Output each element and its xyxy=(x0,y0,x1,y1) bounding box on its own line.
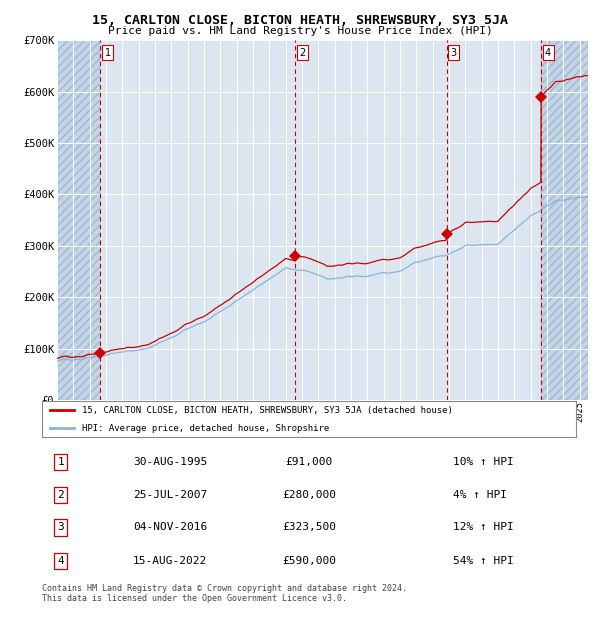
Text: 15, CARLTON CLOSE, BICTON HEATH, SHREWSBURY, SY3 5JA (detached house): 15, CARLTON CLOSE, BICTON HEATH, SHREWSB… xyxy=(82,405,453,415)
Text: 10% ↑ HPI: 10% ↑ HPI xyxy=(453,458,514,467)
Bar xyxy=(541,40,588,400)
Text: 04-NOV-2016: 04-NOV-2016 xyxy=(133,523,207,533)
Text: £323,500: £323,500 xyxy=(282,523,336,533)
Text: £91,000: £91,000 xyxy=(286,458,332,467)
Text: 3: 3 xyxy=(451,48,457,58)
Text: 12% ↑ HPI: 12% ↑ HPI xyxy=(453,523,514,533)
Text: HPI: Average price, detached house, Shropshire: HPI: Average price, detached house, Shro… xyxy=(82,423,329,433)
Text: 3: 3 xyxy=(58,523,64,533)
Text: 30-AUG-1995: 30-AUG-1995 xyxy=(133,458,207,467)
Text: 2: 2 xyxy=(58,490,64,500)
Text: 1: 1 xyxy=(58,458,64,467)
Text: 15, CARLTON CLOSE, BICTON HEATH, SHREWSBURY, SY3 5JA: 15, CARLTON CLOSE, BICTON HEATH, SHREWSB… xyxy=(92,14,508,27)
Text: Contains HM Land Registry data © Crown copyright and database right 2024.
This d: Contains HM Land Registry data © Crown c… xyxy=(42,584,407,603)
Text: Price paid vs. HM Land Registry's House Price Index (HPI): Price paid vs. HM Land Registry's House … xyxy=(107,26,493,36)
Text: £280,000: £280,000 xyxy=(282,490,336,500)
Text: 25-JUL-2007: 25-JUL-2007 xyxy=(133,490,207,500)
Text: 2: 2 xyxy=(299,48,305,58)
Text: 54% ↑ HPI: 54% ↑ HPI xyxy=(453,556,514,566)
Text: 4% ↑ HPI: 4% ↑ HPI xyxy=(453,490,507,500)
Text: 15-AUG-2022: 15-AUG-2022 xyxy=(133,556,207,566)
Text: 4: 4 xyxy=(545,48,551,58)
Text: £590,000: £590,000 xyxy=(282,556,336,566)
Text: 1: 1 xyxy=(104,48,110,58)
Bar xyxy=(57,40,100,400)
Text: 4: 4 xyxy=(58,556,64,566)
